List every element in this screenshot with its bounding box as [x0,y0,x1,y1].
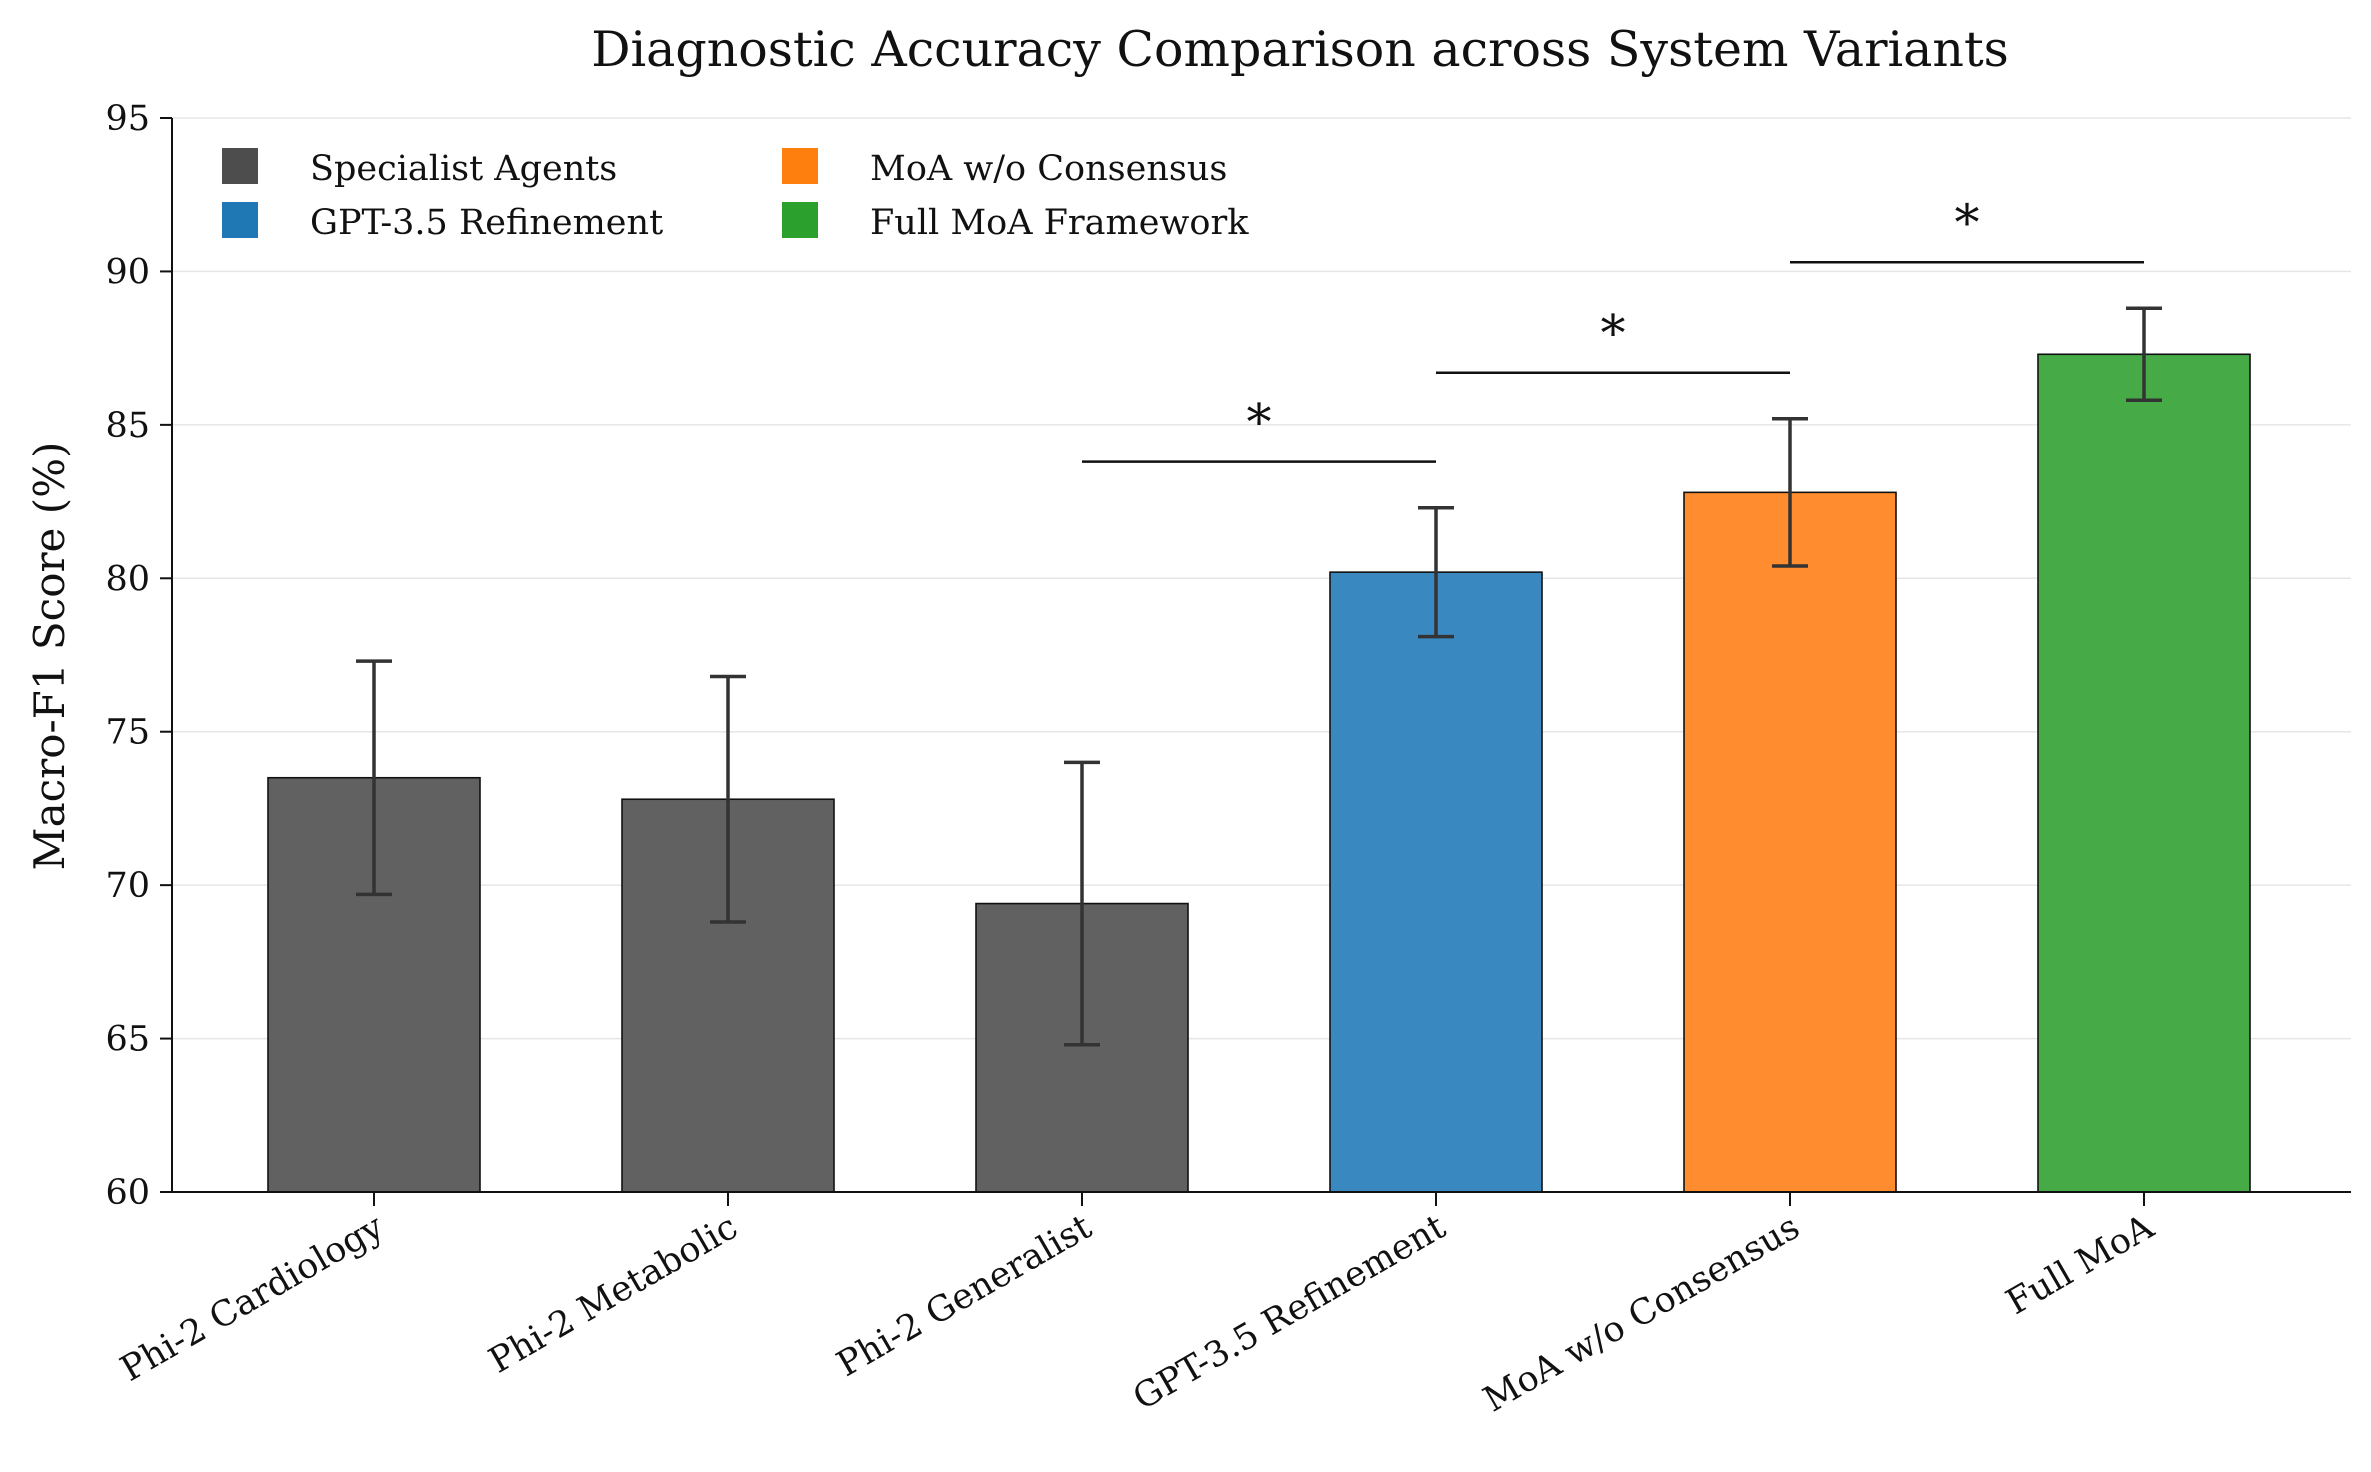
legend-swatch [782,148,818,184]
legend-label: GPT-3.5 Refinement [310,203,663,243]
y-tick-label: 80 [105,559,150,599]
x-ticks: Phi-2 Cardiology Phi-2 Metabolic Phi-2 Gen… [114,1192,2161,1420]
legend-label: Full MoA Framework [870,203,1249,243]
x-tick-label: GPT-3.5 Refinement [1127,1207,1453,1418]
significance-bracket: * [1436,305,1790,374]
legend-label: Specialist Agents [310,149,617,189]
x-tick-label: Phi-2 Generalist [830,1207,1098,1385]
legend: Specialist Agents GPT-3.5 Refinement MoA w… [222,148,1249,243]
legend-swatch [782,202,818,238]
significance-star: * [1955,194,1980,252]
y-axis-label: Macro-F1 Score (%) [25,442,74,871]
legend-swatch [222,148,258,184]
x-tick-label: MoA w/o Consensus [1477,1207,1806,1420]
y-tick-label: 90 [105,252,150,292]
y-tick-label: 85 [105,406,150,446]
error-bars [356,306,2162,1047]
bar [2037,353,2251,1193]
x-tick-label: Phi-2 Metabolic [482,1207,744,1381]
bars [267,353,2251,1193]
legend-item: GPT-3.5 Refinement [222,202,663,243]
legend-label: MoA w/o Consensus [870,149,1227,189]
error-bar [1772,416,1808,568]
error-bar [356,659,392,897]
significance-bracket: * [1790,194,2144,264]
y-tick-label: 95 [105,99,150,139]
chart-title: Diagnostic Accuracy Comparison across Sy… [591,21,2009,78]
bar [1329,571,1543,1193]
significance-star: * [1247,394,1272,452]
y-tick-label: 75 [105,713,150,753]
error-bar [2126,306,2162,403]
significance-brackets: * * * [1082,194,2144,463]
y-tick-label: 70 [105,866,150,906]
legend-item: Specialist Agents [222,148,617,189]
legend-item: MoA w/o Consensus [782,148,1227,189]
error-bar [1064,760,1100,1047]
significance-bracket: * [1082,394,1436,463]
legend-swatch [222,202,258,238]
x-tick-label: Phi-2 Cardiology [114,1207,391,1390]
legend-item: Full MoA Framework [782,202,1249,243]
significance-star: * [1601,305,1626,363]
y-tick-label: 60 [105,1173,150,1213]
axes [171,118,2351,1193]
bar [1683,491,1897,1193]
y-ticks: 60 65 70 75 80 85 90 95 [105,99,172,1213]
y-tick-label: 65 [105,1020,150,1060]
x-tick-label: Full MoA [2000,1207,2161,1323]
error-bar [710,674,746,924]
gridlines [172,117,2351,1193]
error-bar [1418,505,1454,639]
